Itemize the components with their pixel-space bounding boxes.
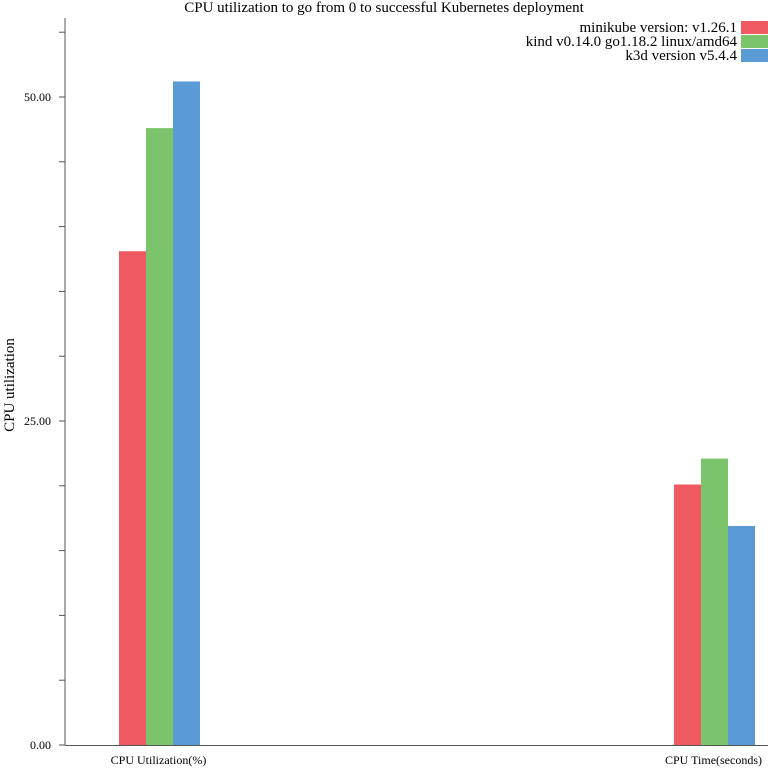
bar [728,525,755,745]
x-tick-label: CPU Utilization(%) [111,753,207,767]
legend-swatch [741,35,768,48]
bar [701,458,728,745]
x-axis-tick-labels: CPU Utilization(%) CPU Time(seconds) [111,753,762,767]
legend-label: kind v0.14.0 go1.18.2 linux/amd64 [526,34,738,50]
y-tick-label: 50.00 [24,90,51,104]
y-tick-label: 25.00 [24,414,51,428]
y-tick-label: 0.00 [30,738,51,752]
bars-group [119,81,755,745]
y-axis-ticks: 0.00 25.00 50.00 [24,31,65,752]
legend-label: k3d version v5.4.4 [625,48,737,64]
bar [173,81,200,745]
legend-swatch [741,49,768,62]
y-axis-label: CPU utilization [2,338,18,432]
bar [674,484,701,745]
bar [119,251,146,745]
x-tick-label: CPU Time(seconds) [665,753,762,767]
bar [146,128,173,745]
legend-swatch [741,21,768,34]
legend-label: minikube version: v1.26.1 [580,20,738,36]
chart-title: CPU utilization to go from 0 to successf… [184,0,584,16]
